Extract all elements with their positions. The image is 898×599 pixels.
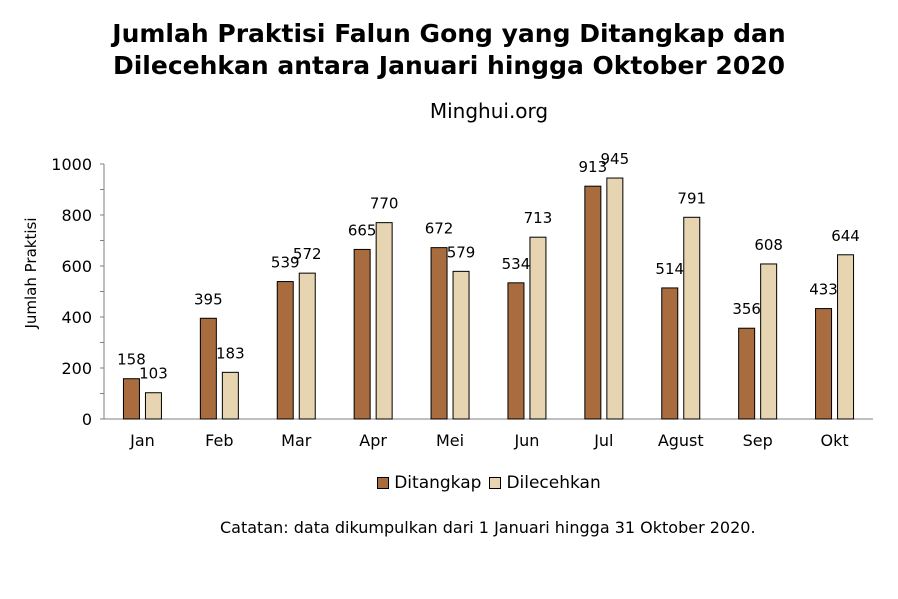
bar-ditangkap	[815, 308, 833, 420]
bar-dilecehkan	[683, 216, 701, 420]
data-label: 644	[831, 227, 860, 245]
data-label: 672	[425, 220, 454, 238]
footnote: Catatan: data dikumpulkan dari 1 Januari…	[220, 518, 756, 537]
bar-dilecehkan	[298, 272, 316, 420]
data-label: 514	[655, 260, 684, 278]
chart-legend: Ditangkap Dilecehkan	[0, 473, 898, 493]
x-tick-label: Mar	[281, 431, 312, 450]
y-tick-label: 200	[61, 359, 92, 378]
bar-dilecehkan	[221, 371, 239, 420]
bar-dilecehkan	[144, 392, 162, 420]
chart-title-line-2: Dilecehkan antara Januari hingga Oktober…	[112, 51, 786, 80]
bar-dilecehkan	[837, 254, 855, 420]
chart-subtitle: Minghui.org	[429, 99, 549, 123]
data-label: 356	[732, 300, 761, 318]
y-tick-label: 600	[61, 257, 92, 276]
y-tick-label: 800	[61, 206, 92, 225]
data-label: 945	[601, 150, 630, 168]
data-label: 913	[579, 158, 608, 176]
x-tick-label: Sep	[743, 431, 773, 450]
bar-dilecehkan	[760, 263, 778, 420]
data-label: 579	[447, 243, 476, 261]
legend-label-ditangkap: Ditangkap	[394, 473, 482, 493]
y-tick-label: 400	[61, 308, 92, 327]
bar-ditangkap	[661, 287, 679, 420]
data-label: 433	[809, 281, 838, 299]
chart-title: Jumlah Praktisi Falun Gong yang Ditangka…	[0, 18, 898, 82]
data-label: 713	[524, 209, 553, 227]
y-tick-label: 0	[82, 410, 92, 429]
x-tick-label: Jul	[593, 431, 613, 450]
data-label: 608	[754, 236, 783, 254]
data-label: 395	[194, 290, 223, 308]
bar-ditangkap	[738, 327, 756, 420]
x-tick-label: Feb	[205, 431, 233, 450]
data-label: 539	[271, 254, 300, 272]
bar-dilecehkan	[606, 177, 624, 420]
bar-dilecehkan	[529, 236, 547, 420]
bar-ditangkap	[507, 282, 525, 420]
x-tick-label: Okt	[820, 431, 848, 450]
data-label: 103	[139, 365, 168, 383]
x-tick-label: Agust	[658, 431, 704, 450]
data-label: 791	[677, 189, 706, 207]
bar-dilecehkan	[452, 270, 470, 420]
legend-swatch-ditangkap	[377, 477, 390, 489]
data-label: 665	[348, 221, 377, 239]
legend-item-ditangkap: Ditangkap	[377, 473, 481, 493]
x-tick-label: Jan	[129, 431, 155, 450]
legend-item-dilecehkan: Dilecehkan	[489, 473, 601, 493]
legend-swatch-dilecehkan	[489, 477, 502, 489]
data-label: 534	[502, 255, 531, 273]
data-label: 770	[370, 195, 399, 213]
legend-label-dilecehkan: Dilecehkan	[506, 473, 601, 493]
x-tick-label: Apr	[359, 431, 387, 450]
bar-ditangkap	[430, 247, 448, 420]
data-label: 572	[293, 245, 322, 263]
bar-ditangkap	[122, 378, 140, 420]
bar-ditangkap	[199, 317, 217, 420]
bar-dilecehkan	[375, 222, 393, 420]
chart-title-line-1: Jumlah Praktisi Falun Gong yang Ditangka…	[112, 19, 786, 48]
bar-ditangkap	[353, 248, 371, 420]
bar-ditangkap	[276, 281, 294, 420]
x-tick-label: Mei	[436, 431, 464, 450]
bar-ditangkap	[584, 185, 602, 420]
data-label: 158	[117, 351, 146, 369]
data-label: 183	[216, 344, 245, 362]
y-tick-label: 1000	[51, 155, 92, 174]
x-tick-label: Jun	[513, 431, 539, 450]
